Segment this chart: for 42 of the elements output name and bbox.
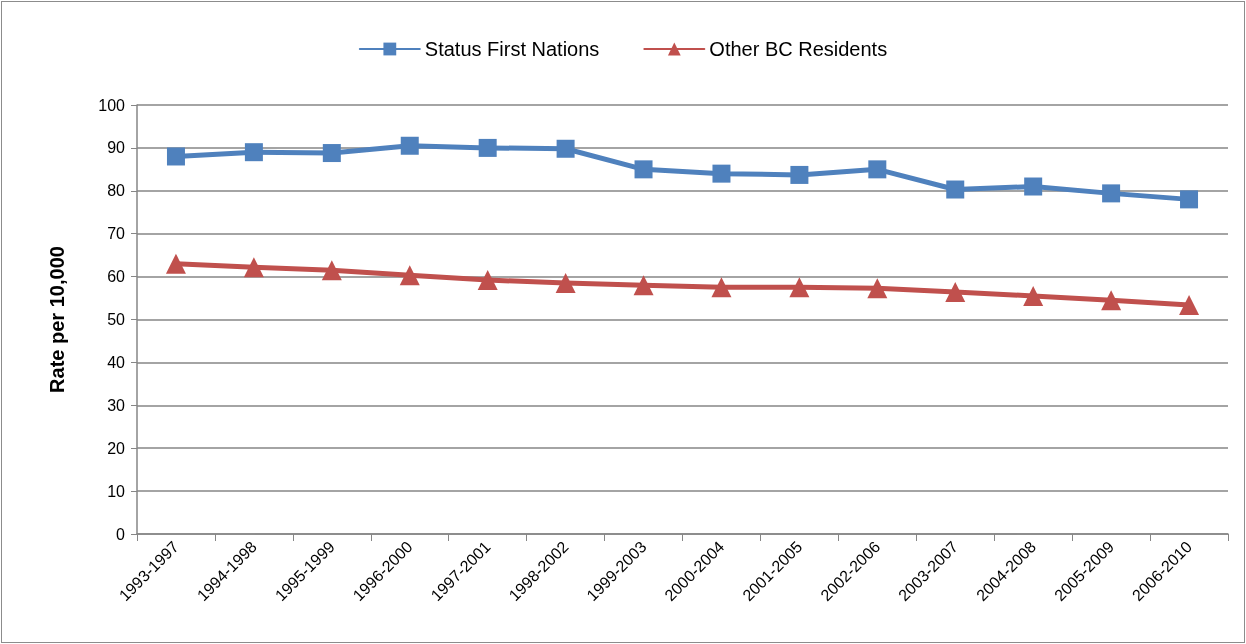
point xyxy=(321,260,342,281)
legend-label: Status First Nations xyxy=(424,38,600,60)
point xyxy=(166,147,185,166)
legend-label: Other BC Residents xyxy=(709,38,888,60)
point xyxy=(1102,184,1121,203)
point xyxy=(556,139,575,158)
point xyxy=(477,270,498,291)
point xyxy=(946,180,965,199)
point xyxy=(711,277,732,298)
y-tick-label: 20 xyxy=(107,439,126,457)
point xyxy=(712,164,731,183)
point xyxy=(478,138,497,157)
point xyxy=(1180,190,1199,209)
point xyxy=(555,273,576,294)
point xyxy=(399,265,420,286)
point xyxy=(244,143,263,162)
point xyxy=(633,275,654,296)
point xyxy=(1023,285,1044,306)
point xyxy=(789,277,810,298)
y-tick-label: 50 xyxy=(107,311,126,328)
point xyxy=(945,282,966,303)
y-tick-label: 0 xyxy=(116,525,126,543)
point xyxy=(1101,290,1122,311)
y-tick-label: 70 xyxy=(107,225,126,243)
point xyxy=(165,253,186,274)
point xyxy=(868,160,887,179)
y-tick-label: 60 xyxy=(107,268,126,286)
y-tick-label: 40 xyxy=(107,353,126,371)
point xyxy=(634,160,653,179)
point xyxy=(790,165,809,184)
y-tick-label: 10 xyxy=(107,482,126,500)
point xyxy=(867,278,888,299)
y-tick-label: 90 xyxy=(107,139,126,157)
point xyxy=(243,257,264,278)
y-axis-title: Rate per 10,000 xyxy=(46,246,68,393)
point xyxy=(322,144,341,163)
point xyxy=(400,136,419,155)
y-tick-label: 30 xyxy=(107,396,126,414)
point xyxy=(1024,177,1043,196)
y-tick-label: 80 xyxy=(107,182,126,200)
point xyxy=(1179,294,1200,315)
y-tick-label: 100 xyxy=(98,96,126,114)
